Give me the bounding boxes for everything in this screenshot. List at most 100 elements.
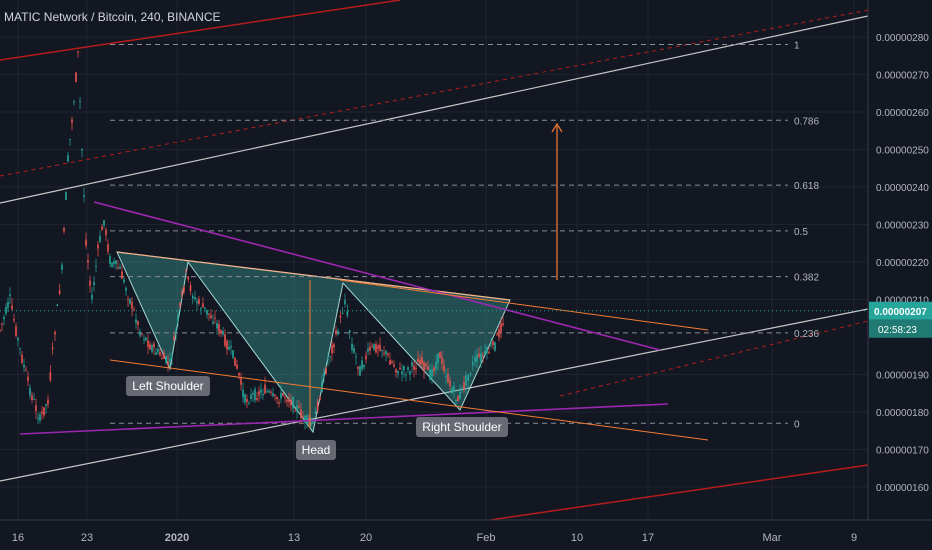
candle-body	[302, 416, 304, 418]
candle-body	[49, 372, 52, 381]
candle-body	[161, 358, 163, 360]
candle-body	[175, 329, 177, 333]
candle-body	[117, 267, 119, 269]
candle-body	[87, 259, 89, 263]
candle-body	[99, 235, 101, 242]
candle-body	[3, 316, 5, 320]
candle-body	[260, 389, 262, 393]
candle-body	[411, 362, 413, 367]
candle-body	[274, 394, 276, 396]
candle-body	[312, 420, 314, 423]
candle-body	[391, 361, 393, 363]
price-tick-label: 0.00000210	[876, 296, 929, 307]
candle-body	[321, 381, 323, 392]
time-tick-label: 2020	[165, 532, 189, 544]
candle-body	[337, 330, 339, 335]
candle-body	[187, 276, 190, 280]
pattern-labels: Left Shoulder Head Right Shoulder	[126, 376, 508, 460]
fib-level-label: 1	[794, 41, 800, 52]
candle-body	[204, 307, 206, 309]
candle-body	[107, 244, 109, 252]
candle-body	[234, 357, 236, 366]
candle-body	[290, 399, 292, 406]
candle-body	[373, 343, 375, 350]
candle-body	[173, 336, 175, 341]
candle-body	[133, 309, 135, 311]
pattern-label-box	[296, 440, 336, 460]
candle-body	[97, 244, 99, 249]
candle-body	[169, 359, 171, 362]
candle-body	[371, 345, 373, 347]
candle-body	[65, 192, 67, 201]
candle-body	[469, 373, 472, 375]
candle-body	[91, 294, 93, 300]
candle-body	[41, 411, 43, 414]
candle-body	[327, 358, 329, 361]
candle-body	[61, 264, 63, 270]
candle-body	[226, 340, 228, 350]
candle-body	[218, 324, 220, 332]
candle-body	[486, 347, 488, 353]
candle-body	[379, 344, 381, 351]
price-tick-label: 0.00000180	[876, 408, 929, 419]
candle-body	[403, 366, 405, 371]
lower-white-channel	[0, 308, 869, 482]
price-tick-label: 0.00000170	[876, 446, 929, 457]
candle-body	[111, 262, 113, 267]
candle-body	[171, 356, 173, 358]
candle-body	[351, 343, 353, 351]
candle-body	[445, 375, 447, 377]
candle-body	[494, 342, 496, 351]
candle-body	[135, 319, 137, 324]
candle-body	[474, 356, 476, 362]
candle-body	[344, 300, 346, 305]
price-axis[interactable]: 0.00000160 0.00000170 0.00000180 0.00000190…	[867, 0, 932, 520]
candle-body	[331, 345, 333, 354]
candle-body	[69, 138, 71, 140]
candle-body	[443, 365, 445, 372]
candle-body	[310, 423, 312, 425]
candle-body	[208, 313, 210, 315]
candle-body	[157, 348, 159, 353]
time-tick-label: 17	[642, 532, 654, 544]
candle-body	[25, 369, 27, 371]
candle-body	[139, 331, 141, 336]
candle-body	[389, 360, 391, 365]
candle-body	[484, 350, 486, 356]
candle-body	[447, 374, 449, 382]
candle-body	[185, 269, 187, 271]
candle-body	[427, 366, 429, 371]
pattern-label-box	[126, 376, 210, 396]
candle-body	[210, 315, 212, 319]
candle-body	[27, 376, 29, 381]
candle-body	[256, 397, 258, 400]
price-tick-label: 0.00000280	[876, 33, 929, 44]
candle-body	[471, 362, 474, 366]
candle-body	[238, 373, 240, 376]
time-axis[interactable]: 16 23 2020 13 20 Feb 10 17 Mar 9	[0, 519, 932, 544]
candle-body	[453, 386, 455, 392]
candle-body	[246, 399, 248, 403]
fib-level-label: 0.382	[794, 273, 819, 284]
pattern-label: Right Shoulder	[422, 420, 501, 434]
candle-body	[413, 365, 415, 370]
candle-body	[0, 329, 1, 331]
lower-orange-line	[109, 359, 709, 441]
candle-body	[488, 352, 490, 354]
candle-body	[286, 399, 288, 402]
price-tick-label: 0.00000190	[876, 371, 929, 382]
candle-body	[23, 364, 25, 368]
candle-body	[200, 308, 202, 310]
candle-body	[252, 392, 254, 395]
price-tick-label: 0.00000240	[876, 183, 929, 194]
candle-body	[155, 352, 157, 355]
candle-body	[425, 363, 427, 366]
time-tick-label: Mar	[763, 532, 782, 544]
chart-grid	[0, 0, 868, 520]
candle-body	[435, 362, 437, 369]
candle-body	[461, 386, 463, 388]
candle-body	[63, 228, 65, 232]
candle-body	[348, 330, 351, 333]
candle-body	[463, 382, 465, 389]
